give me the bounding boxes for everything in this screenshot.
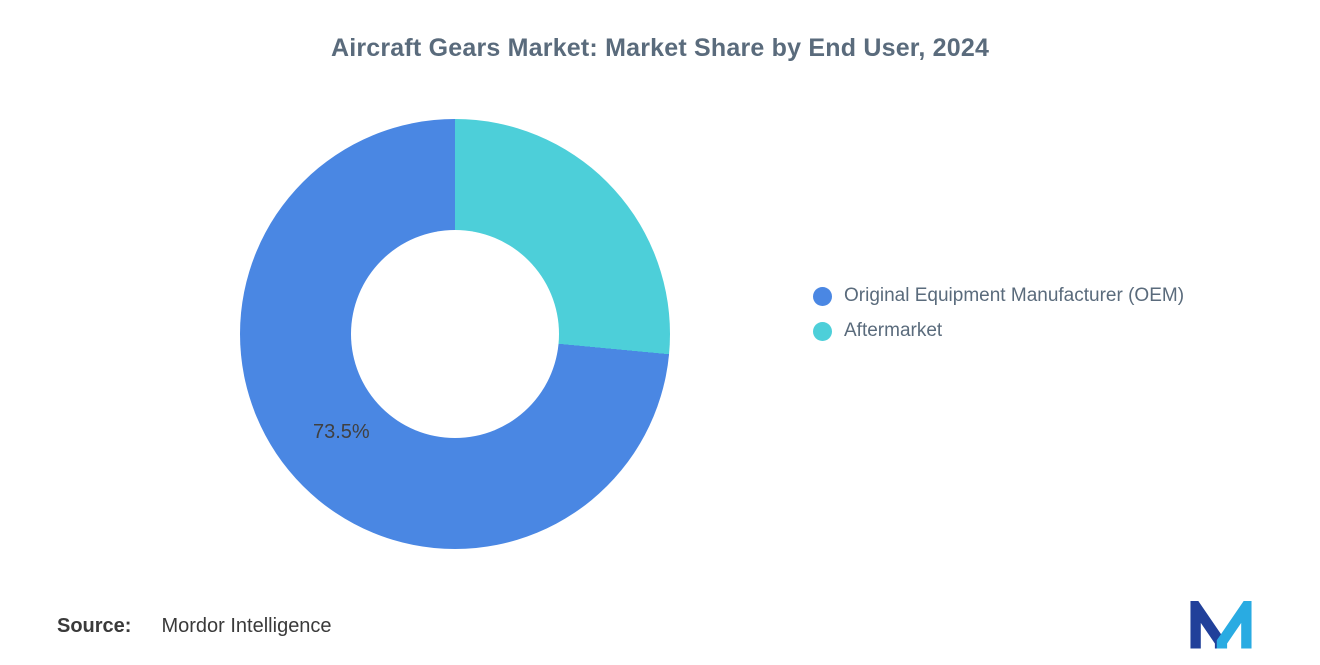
- chart-title: Aircraft Gears Market: Market Share by E…: [330, 34, 990, 62]
- legend-label: Original Equipment Manufacturer (OEM): [844, 285, 1185, 306]
- donut-chart: [240, 119, 670, 549]
- legend-item-aftermarket: Aftermarket: [813, 320, 1184, 342]
- source: Source: Mordor Intelligence: [57, 615, 332, 638]
- slice-data-label: 73.5%: [313, 421, 370, 443]
- mordor-intelligence-logo: [1190, 601, 1252, 649]
- donut-hole: [351, 230, 559, 438]
- legend-label: Aftermarket: [844, 320, 943, 341]
- legend-swatch: [813, 286, 832, 306]
- source-value: Mordor Intelligence: [161, 615, 332, 637]
- legend-swatch: [813, 321, 832, 341]
- legend: Original Equipment Manufacturer (OEM) Af…: [813, 285, 1184, 342]
- legend-item-oem: Original Equipment Manufacturer (OEM): [813, 285, 1184, 307]
- source-label: Source:: [57, 615, 132, 637]
